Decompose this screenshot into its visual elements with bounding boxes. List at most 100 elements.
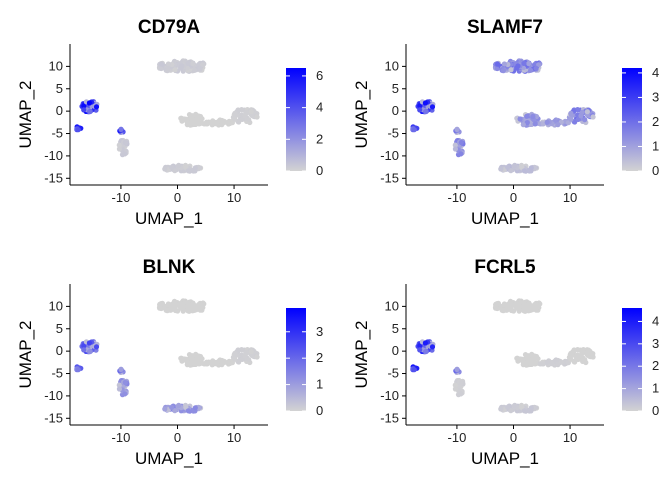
scatter-point (494, 65, 500, 72)
scatter-point (190, 60, 196, 67)
y-tick-label: 0 (56, 343, 63, 358)
y-tick-label: 10 (385, 298, 399, 313)
scatter-point (200, 302, 206, 308)
panel-title: FCRL5 (474, 257, 536, 278)
y-tick-label: 10 (49, 58, 63, 73)
x-axis-title: UMAP_1 (471, 449, 539, 468)
color-legend-bar (622, 308, 642, 411)
x-tick-label: 10 (227, 190, 241, 205)
scatter-point (423, 349, 429, 355)
scatter-point (75, 367, 81, 373)
legend-tick-label: 0 (316, 163, 323, 178)
scatter-point (181, 116, 187, 122)
legend-tick-label: 6 (316, 68, 323, 83)
scatter-point (81, 347, 87, 353)
scatter-point (526, 300, 532, 307)
scatter-point (81, 343, 87, 349)
scatter-point (194, 353, 200, 360)
y-tick-label: 5 (392, 81, 399, 96)
scatter-point (501, 301, 507, 307)
scatter-point (122, 391, 128, 397)
scatter-point (458, 151, 464, 157)
scatter-point (242, 353, 248, 359)
scatter-point (162, 166, 168, 172)
scatter-point (192, 165, 198, 171)
scatter-point (172, 307, 178, 313)
x-tick-label: 0 (510, 430, 517, 445)
scatter-point (582, 357, 588, 363)
scatter-point (232, 356, 238, 362)
scatter-point (528, 361, 534, 367)
scatter-point (159, 61, 165, 67)
scatter-point (159, 301, 165, 307)
scatter-point (422, 100, 428, 106)
scatter-point (162, 406, 168, 412)
scatter-point (87, 349, 93, 355)
legend-tick-label: 4 (316, 100, 323, 115)
scatter-point (517, 116, 523, 122)
scatter-point (417, 347, 423, 353)
scatter-point (590, 354, 596, 360)
scatter-point (196, 361, 202, 367)
scatter-point (528, 165, 534, 171)
legend-tick-label: 0 (652, 163, 659, 178)
y-tick-label: -5 (51, 126, 63, 141)
scatter-point (165, 61, 171, 67)
scatter-point (176, 162, 182, 168)
legend-tick-label: 1 (652, 381, 659, 396)
scatter-point (185, 60, 191, 66)
x-tick-label: -10 (112, 190, 131, 205)
scatter-point (544, 119, 550, 125)
y-tick-label: 5 (56, 81, 63, 96)
scatter-point (452, 146, 458, 152)
scatter-point (528, 67, 534, 73)
scatter-point (164, 308, 170, 314)
x-axis-title: UMAP_1 (471, 209, 539, 228)
scatter-point (530, 113, 536, 120)
y-tick-label: 10 (49, 298, 63, 313)
scatter-point (555, 362, 561, 368)
scatter-point (521, 300, 527, 306)
scatter-point (204, 121, 210, 127)
y-tick-label: 5 (56, 321, 63, 336)
panel-fcrl5: FCRL5 -10 0 10 -15 -10 -5 0 5 10 UMAP_1 UMAP_2 0 1 2 3 4 (352, 257, 659, 468)
scatter-point (184, 122, 190, 128)
scatter-point (572, 359, 578, 365)
scatter-point (192, 67, 198, 73)
scatter-point (158, 65, 164, 72)
legend-tick-label: 2 (652, 114, 659, 129)
legend-tick-label: 2 (316, 350, 323, 365)
scatter-point (521, 408, 527, 414)
scatter-point (164, 68, 170, 74)
scatter-point (452, 382, 458, 388)
scatter-point (254, 114, 260, 120)
scatter-point (584, 109, 590, 115)
scatter-point (584, 349, 590, 355)
y-tick-label: -5 (51, 366, 63, 381)
scatter-point (194, 113, 200, 120)
y-tick-label: 0 (56, 103, 63, 118)
scatter-point (524, 113, 530, 119)
scatter-point (528, 121, 534, 127)
scatter-point (572, 119, 578, 125)
x-tick-label: 10 (563, 190, 577, 205)
x-axis-title: UMAP_1 (135, 449, 203, 468)
scatter-point (452, 142, 458, 148)
panel-title: CD79A (138, 17, 201, 38)
scatter-point (208, 359, 214, 365)
scatter-point (452, 386, 458, 392)
scatter-point (533, 305, 539, 311)
scatter-point (196, 121, 202, 127)
scatter-points (410, 58, 596, 174)
legend-tick-label: 4 (652, 313, 659, 328)
scatter-point (192, 307, 198, 313)
color-legend-bar (286, 68, 306, 171)
scatter-point (236, 119, 242, 125)
scatter-point (515, 303, 521, 309)
scatter-point (87, 109, 93, 115)
legend-tick-label: 3 (316, 324, 323, 339)
scatter-point (540, 361, 546, 367)
scatter-point (179, 303, 185, 309)
scatter-point (578, 113, 584, 119)
x-tick-label: -10 (448, 430, 467, 445)
